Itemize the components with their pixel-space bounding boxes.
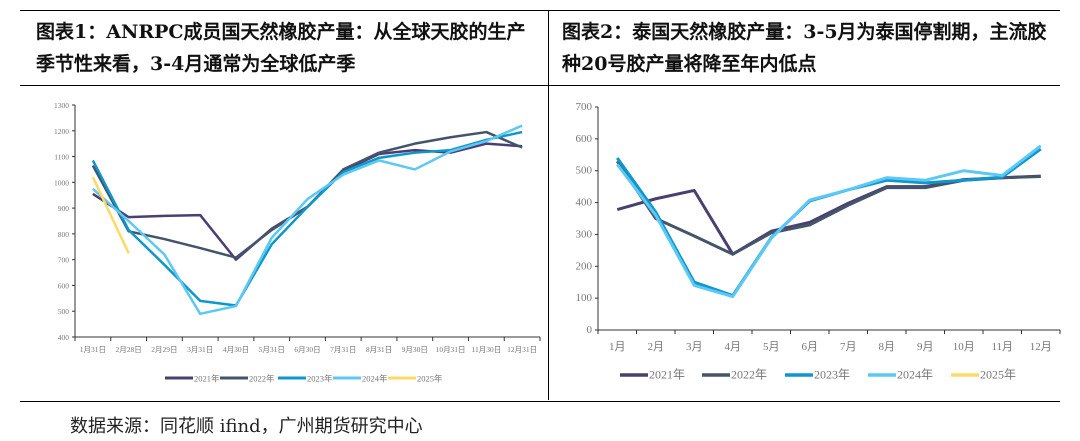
divider	[20, 85, 1060, 86]
x-tick-label: 12月31日	[507, 345, 537, 354]
x-tick-label: 9月30日	[402, 345, 428, 354]
x-tick-label: 5月	[763, 341, 780, 353]
x-tick-label: 3月31日	[187, 345, 213, 354]
x-tick-label: 8月31日	[366, 345, 392, 354]
y-tick-label: 200	[576, 260, 593, 272]
legend-label: 2023年	[814, 368, 850, 382]
x-tick-label: 12月	[1030, 341, 1052, 353]
chart2-title: 图表2：泰国天然橡胶产量：3-5月为泰国停割期，主流胶种20号胶产量将降至年内低…	[562, 21, 1047, 75]
x-tick-label: 8月	[879, 341, 896, 353]
x-tick-label: 11月	[991, 341, 1013, 353]
y-tick-label: 700	[576, 101, 593, 113]
figure-frame	[20, 10, 1060, 402]
y-tick-label: 300	[576, 228, 593, 240]
x-tick-label: 1月31日	[80, 345, 106, 354]
y-tick-label: 1200	[54, 127, 69, 136]
y-tick-label: 500	[58, 307, 70, 316]
legend-label: 2024年	[897, 368, 933, 382]
x-tick-label: 2月	[648, 341, 665, 353]
y-tick-label: 100	[576, 292, 593, 304]
y-tick-label: 700	[58, 256, 70, 265]
legend-label: 2023年	[307, 374, 333, 384]
source-note: 数据来源：同花顺 ifind，广州期货研究中心	[70, 416, 423, 437]
x-tick-label: 1月	[609, 341, 626, 353]
y-tick-label: 600	[576, 133, 593, 145]
series-line-2024年	[92, 124, 523, 316]
series-line-2021年	[92, 142, 523, 261]
x-tick-label: 10月	[953, 341, 975, 353]
legend-label: 2022年	[249, 374, 275, 384]
legend-label: 2022年	[731, 368, 767, 382]
x-tick-label: 2月28日	[116, 345, 142, 354]
x-tick-label: 4月	[725, 341, 742, 353]
series-line-2024年	[616, 144, 1042, 299]
series-line-2025年	[91, 176, 130, 254]
y-tick-label: 400	[58, 333, 70, 342]
y-tick-label: 600	[58, 281, 70, 290]
y-tick-label: 1300	[54, 101, 69, 110]
series-line-2022年	[616, 160, 1041, 256]
x-tick-label: 6月	[802, 341, 819, 353]
x-tick-label: 6月30日	[294, 345, 320, 354]
y-tick-label: 900	[58, 204, 70, 213]
legend-label: 2025年	[980, 368, 1016, 382]
y-tick-label: 0	[587, 324, 593, 336]
legend-label: 2024年	[362, 374, 388, 384]
series-line-2023年	[91, 130, 523, 307]
y-tick-label: 400	[576, 197, 593, 209]
y-tick-label: 500	[576, 165, 593, 177]
x-tick-label: 5月31日	[259, 345, 285, 354]
legend-label: 2025年	[417, 374, 443, 384]
chart1-title: 图表1：ANRPC成员国天然橡胶产量：从全球天胶的生产季节性来看，3-4月通常为…	[36, 21, 526, 75]
x-tick-label: 9月	[917, 341, 934, 353]
legend-label: 2021年	[194, 374, 220, 384]
legend-label: 2021年	[649, 368, 685, 382]
x-tick-label: 10月31日	[436, 345, 466, 354]
y-tick-label: 800	[58, 230, 70, 239]
x-tick-label: 2月29日	[151, 345, 177, 354]
x-tick-label: 4月30日	[223, 345, 249, 354]
y-tick-label: 1100	[54, 153, 69, 162]
x-tick-label: 11月30日	[471, 345, 501, 354]
divider	[548, 10, 549, 400]
x-tick-label: 7月	[840, 341, 857, 353]
x-tick-label: 7月31日	[330, 345, 356, 354]
x-tick-label: 3月	[686, 341, 703, 353]
y-tick-label: 1000	[54, 178, 69, 187]
